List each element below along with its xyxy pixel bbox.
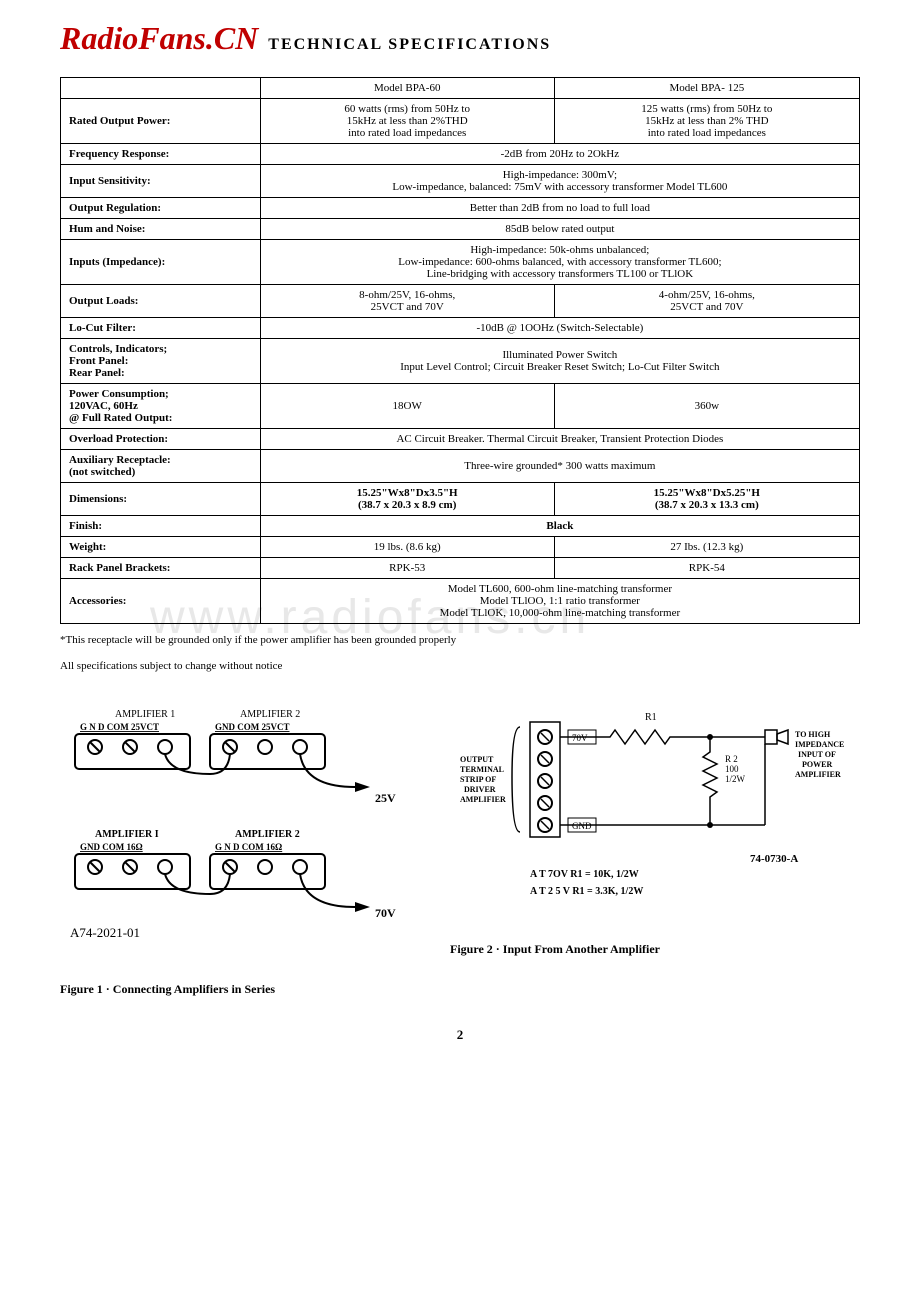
- svg-text:70V: 70V: [572, 733, 588, 743]
- figures-row: AMPLIFIER 1 AMPLIFIER 2 G N D COM 25VCT …: [60, 702, 860, 997]
- svg-text:G N D COM 25VCT: G N D COM 25VCT: [80, 722, 159, 732]
- table-row-label: Accessories:: [61, 579, 261, 624]
- table-cell: Three-wire grounded* 300 watts maximum: [260, 450, 859, 483]
- svg-text:25V: 25V: [375, 791, 396, 805]
- table-cell: 85dB below rated output: [260, 219, 859, 240]
- table-row-label: Power Consumption;120VAC, 60Hz@ Full Rat…: [61, 384, 261, 429]
- svg-text:TO HIGHIMPEDANCEINPUT OFPOWER: TO HIGHIMPEDANCEINPUT OFPOWERAMPLIFIER: [795, 730, 844, 779]
- svg-text:G N D COM 16Ω: G N D COM 16Ω: [215, 842, 282, 852]
- table-row-label: Input Sensitivity:: [61, 165, 261, 198]
- table-row-label: Inputs (Impedance):: [61, 240, 261, 285]
- header: RadioFans.CN TECHNICAL SPECIFICATIONS: [60, 20, 860, 57]
- svg-text:74-0730-A: 74-0730-A: [750, 853, 798, 865]
- svg-text:AMPLIFIER 2: AMPLIFIER 2: [240, 709, 300, 720]
- svg-text:AMPLIFIER 2: AMPLIFIER 2: [235, 829, 300, 840]
- table-cell: 15.25"Wx8"Dx5.25"H(38.7 x 20.3 x 13.3 cm…: [554, 483, 859, 516]
- svg-text:R1: R1: [645, 712, 657, 723]
- table-cell: 8-ohm/25V, 16-ohms,25VCT and 70V: [260, 285, 554, 318]
- logo-text: RadioFans.CN: [60, 20, 258, 56]
- table-cell: RPK-53: [260, 558, 554, 579]
- svg-text:R 21001/2W: R 21001/2W: [725, 754, 746, 784]
- svg-text:GND COM 25VCT: GND COM 25VCT: [215, 722, 290, 732]
- figure-2-caption: Figure 2 · Input From Another Amplifier: [450, 942, 860, 957]
- figure-2: OUTPUTTERMINALSTRIP OFDRIVERAMPLIFIER 70…: [450, 702, 860, 997]
- table-cell: 4-ohm/25V, 16-ohms,25VCT and 70V: [554, 285, 859, 318]
- page-number: 2: [60, 1027, 860, 1043]
- svg-text:A T 7OV R1 = 10K, 1/2W: A T 7OV R1 = 10K, 1/2W: [530, 869, 639, 880]
- table-cell: -2dB from 20Hz to 2OkHz: [260, 144, 859, 165]
- table-cell: 27 Ibs. (12.3 kg): [554, 537, 859, 558]
- table-cell: AC Circuit Breaker. Thermal Circuit Brea…: [260, 429, 859, 450]
- table-cell: Illuminated Power SwitchInput Level Cont…: [260, 339, 859, 384]
- table-cell: 360w: [554, 384, 859, 429]
- figure-2-svg: OUTPUTTERMINALSTRIP OFDRIVERAMPLIFIER 70…: [450, 702, 860, 922]
- figure-1: AMPLIFIER 1 AMPLIFIER 2 G N D COM 25VCT …: [60, 702, 420, 997]
- svg-text:70V: 70V: [375, 906, 396, 920]
- svg-text:A74-2021-01: A74-2021-01: [70, 925, 140, 940]
- svg-text:AMPLIFIER I: AMPLIFIER I: [95, 829, 159, 840]
- table-cell: RPK-54: [554, 558, 859, 579]
- table-cell: Model TL600, 600-ohm line-matching trans…: [260, 579, 859, 624]
- table-col-header: Model BPA-60: [260, 78, 554, 99]
- table-cell: High-impedance: 300mV;Low-impedance, bal…: [260, 165, 859, 198]
- table-row-label: Finish:: [61, 516, 261, 537]
- table-col-header: Model BPA- 125: [554, 78, 859, 99]
- table-row-label: Auxiliary Receptacle:(not switched): [61, 450, 261, 483]
- table-cell: Better than 2dB from no load to full loa…: [260, 198, 859, 219]
- table-row-label: Rack Panel Brackets:: [61, 558, 261, 579]
- table-cell: 18OW: [260, 384, 554, 429]
- svg-text:A T 2 5 V R1 = 3.3K, 1/2W: A T 2 5 V R1 = 3.3K, 1/2W: [530, 886, 643, 897]
- table-row-label: Weight:: [61, 537, 261, 558]
- table-cell: 60 watts (rms) from 50Hz to15kHz at less…: [260, 99, 554, 144]
- table-cell: 125 watts (rms) from 50Hz to15kHz at les…: [554, 99, 859, 144]
- figure-1-svg: AMPLIFIER 1 AMPLIFIER 2 G N D COM 25VCT …: [60, 702, 420, 962]
- table-cell: High-impedance: 50k-ohms unbalanced;Low-…: [260, 240, 859, 285]
- table-row-label: Hum and Noise:: [61, 219, 261, 240]
- svg-text:OUTPUTTERMINALSTRIP OFDRIVERAM: OUTPUTTERMINALSTRIP OFDRIVERAMPLIFIER: [460, 755, 506, 804]
- table-cell: 15.25"Wx8"Dx3.5"H(38.7 x 20.3 x 8.9 cm): [260, 483, 554, 516]
- table-row-label: Controls, Indicators;Front Panel:Rear Pa…: [61, 339, 261, 384]
- footnote: All specifications subject to change wit…: [60, 660, 860, 672]
- footnote: *This receptacle will be grounded only i…: [60, 634, 860, 646]
- table-corner: [61, 78, 261, 99]
- table-cell: 19 lbs. (8.6 kg): [260, 537, 554, 558]
- table-cell: -10dB @ 1OOHz (Switch-Selectable): [260, 318, 859, 339]
- table-row-label: Output Regulation:: [61, 198, 261, 219]
- table-row-label: Overload Protection:: [61, 429, 261, 450]
- table-row-label: Dimensions:: [61, 483, 261, 516]
- table-row-label: Lo-Cut Filter:: [61, 318, 261, 339]
- svg-text:GND COM 16Ω: GND COM 16Ω: [80, 842, 143, 852]
- figure-1-caption: Figure 1 · Connecting Amplifiers in Seri…: [60, 982, 420, 997]
- table-cell: Black: [260, 516, 859, 537]
- page-subtitle: TECHNICAL SPECIFICATIONS: [268, 36, 551, 53]
- svg-text:AMPLIFIER 1: AMPLIFIER 1: [115, 709, 175, 720]
- svg-text:GND: GND: [572, 821, 592, 831]
- table-row-label: Output Loads:: [61, 285, 261, 318]
- table-row-label: Frequency Response:: [61, 144, 261, 165]
- spec-table: Model BPA-60 Model BPA- 125 Rated Output…: [60, 77, 860, 624]
- table-row-label: Rated Output Power:: [61, 99, 261, 144]
